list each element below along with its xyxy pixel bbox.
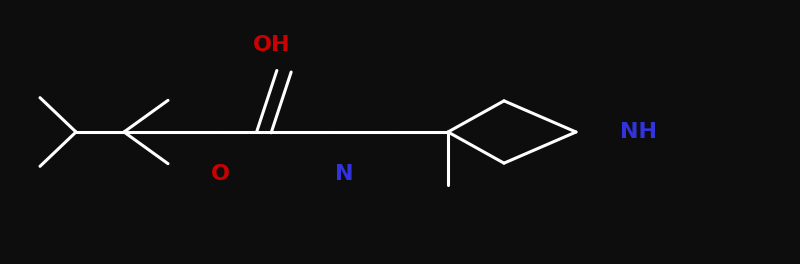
Text: N: N <box>334 162 354 186</box>
Text: NH: NH <box>620 122 657 142</box>
Text: OH: OH <box>251 33 293 57</box>
Text: NH: NH <box>599 120 641 144</box>
Text: OH: OH <box>254 35 290 55</box>
Text: O: O <box>210 162 230 186</box>
Text: N: N <box>334 164 354 184</box>
Text: O: O <box>210 164 230 184</box>
